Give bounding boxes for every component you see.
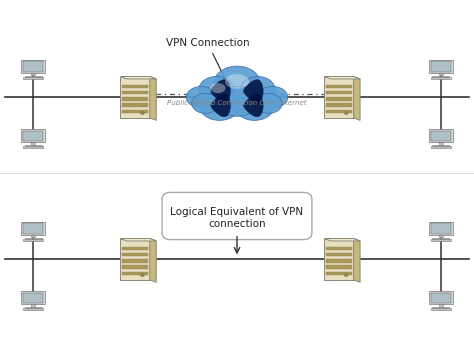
Polygon shape xyxy=(150,77,156,120)
FancyBboxPatch shape xyxy=(432,238,449,239)
FancyBboxPatch shape xyxy=(23,62,43,72)
FancyBboxPatch shape xyxy=(122,109,148,113)
Polygon shape xyxy=(354,238,360,282)
FancyBboxPatch shape xyxy=(439,304,443,307)
Circle shape xyxy=(345,274,348,276)
Ellipse shape xyxy=(199,77,234,103)
Text: VPN Connection: VPN Connection xyxy=(166,38,249,90)
FancyBboxPatch shape xyxy=(326,259,352,262)
FancyBboxPatch shape xyxy=(432,307,449,308)
Ellipse shape xyxy=(186,86,217,108)
FancyBboxPatch shape xyxy=(431,224,451,234)
FancyBboxPatch shape xyxy=(429,222,453,235)
FancyBboxPatch shape xyxy=(431,131,451,141)
FancyBboxPatch shape xyxy=(122,247,148,250)
FancyBboxPatch shape xyxy=(31,304,35,307)
FancyBboxPatch shape xyxy=(431,77,451,79)
FancyBboxPatch shape xyxy=(429,291,453,304)
FancyBboxPatch shape xyxy=(21,60,45,73)
FancyBboxPatch shape xyxy=(25,238,42,239)
FancyBboxPatch shape xyxy=(326,247,352,250)
FancyBboxPatch shape xyxy=(429,129,453,142)
FancyBboxPatch shape xyxy=(120,77,150,118)
Text: Logical Equivalent of VPN: Logical Equivalent of VPN xyxy=(171,207,303,217)
FancyBboxPatch shape xyxy=(431,293,451,303)
Ellipse shape xyxy=(192,94,219,113)
FancyBboxPatch shape xyxy=(25,76,42,77)
FancyBboxPatch shape xyxy=(23,147,43,148)
FancyBboxPatch shape xyxy=(25,307,42,308)
FancyBboxPatch shape xyxy=(324,77,354,118)
FancyBboxPatch shape xyxy=(122,253,148,256)
Ellipse shape xyxy=(215,86,259,116)
FancyBboxPatch shape xyxy=(439,142,443,145)
FancyBboxPatch shape xyxy=(326,85,352,88)
FancyBboxPatch shape xyxy=(326,265,352,269)
FancyBboxPatch shape xyxy=(31,235,35,238)
FancyBboxPatch shape xyxy=(21,129,45,142)
FancyBboxPatch shape xyxy=(162,192,312,240)
FancyBboxPatch shape xyxy=(23,224,43,234)
FancyBboxPatch shape xyxy=(122,85,148,88)
Ellipse shape xyxy=(210,83,226,93)
Ellipse shape xyxy=(225,74,249,89)
Ellipse shape xyxy=(214,66,260,99)
FancyBboxPatch shape xyxy=(324,238,354,280)
Circle shape xyxy=(141,112,144,114)
FancyBboxPatch shape xyxy=(431,239,451,241)
FancyBboxPatch shape xyxy=(122,103,148,107)
Ellipse shape xyxy=(200,92,239,120)
FancyBboxPatch shape xyxy=(439,235,443,238)
Polygon shape xyxy=(324,77,360,79)
FancyBboxPatch shape xyxy=(31,73,35,76)
Text: connection: connection xyxy=(208,219,266,229)
FancyBboxPatch shape xyxy=(122,259,148,262)
FancyBboxPatch shape xyxy=(326,97,352,100)
FancyBboxPatch shape xyxy=(326,103,352,107)
Polygon shape xyxy=(244,94,263,117)
FancyBboxPatch shape xyxy=(23,131,43,141)
Ellipse shape xyxy=(240,77,275,103)
FancyBboxPatch shape xyxy=(432,76,449,77)
Ellipse shape xyxy=(257,86,288,108)
FancyBboxPatch shape xyxy=(122,97,148,100)
FancyBboxPatch shape xyxy=(23,309,43,310)
Circle shape xyxy=(141,274,144,276)
FancyBboxPatch shape xyxy=(23,239,43,241)
FancyBboxPatch shape xyxy=(120,238,150,280)
FancyBboxPatch shape xyxy=(326,109,352,113)
FancyBboxPatch shape xyxy=(122,271,148,275)
Polygon shape xyxy=(150,238,156,282)
FancyBboxPatch shape xyxy=(25,145,42,146)
FancyBboxPatch shape xyxy=(429,60,453,73)
FancyBboxPatch shape xyxy=(21,222,45,235)
Polygon shape xyxy=(211,80,230,102)
FancyBboxPatch shape xyxy=(122,91,148,94)
Circle shape xyxy=(345,112,348,114)
Polygon shape xyxy=(120,238,156,241)
FancyBboxPatch shape xyxy=(23,293,43,303)
Ellipse shape xyxy=(255,94,282,113)
FancyBboxPatch shape xyxy=(326,91,352,94)
Text: Public Shared Connection Over Internet: Public Shared Connection Over Internet xyxy=(167,100,307,105)
Polygon shape xyxy=(244,80,263,102)
FancyBboxPatch shape xyxy=(431,62,451,72)
FancyBboxPatch shape xyxy=(432,145,449,146)
FancyBboxPatch shape xyxy=(23,77,43,79)
FancyBboxPatch shape xyxy=(431,309,451,310)
Polygon shape xyxy=(324,238,360,241)
Polygon shape xyxy=(211,94,230,117)
Ellipse shape xyxy=(235,92,274,120)
FancyBboxPatch shape xyxy=(326,271,352,275)
FancyBboxPatch shape xyxy=(21,291,45,304)
FancyBboxPatch shape xyxy=(431,147,451,148)
FancyBboxPatch shape xyxy=(326,253,352,256)
FancyBboxPatch shape xyxy=(122,265,148,269)
Polygon shape xyxy=(120,77,156,79)
Polygon shape xyxy=(354,77,360,120)
FancyBboxPatch shape xyxy=(31,142,35,145)
FancyBboxPatch shape xyxy=(439,73,443,76)
